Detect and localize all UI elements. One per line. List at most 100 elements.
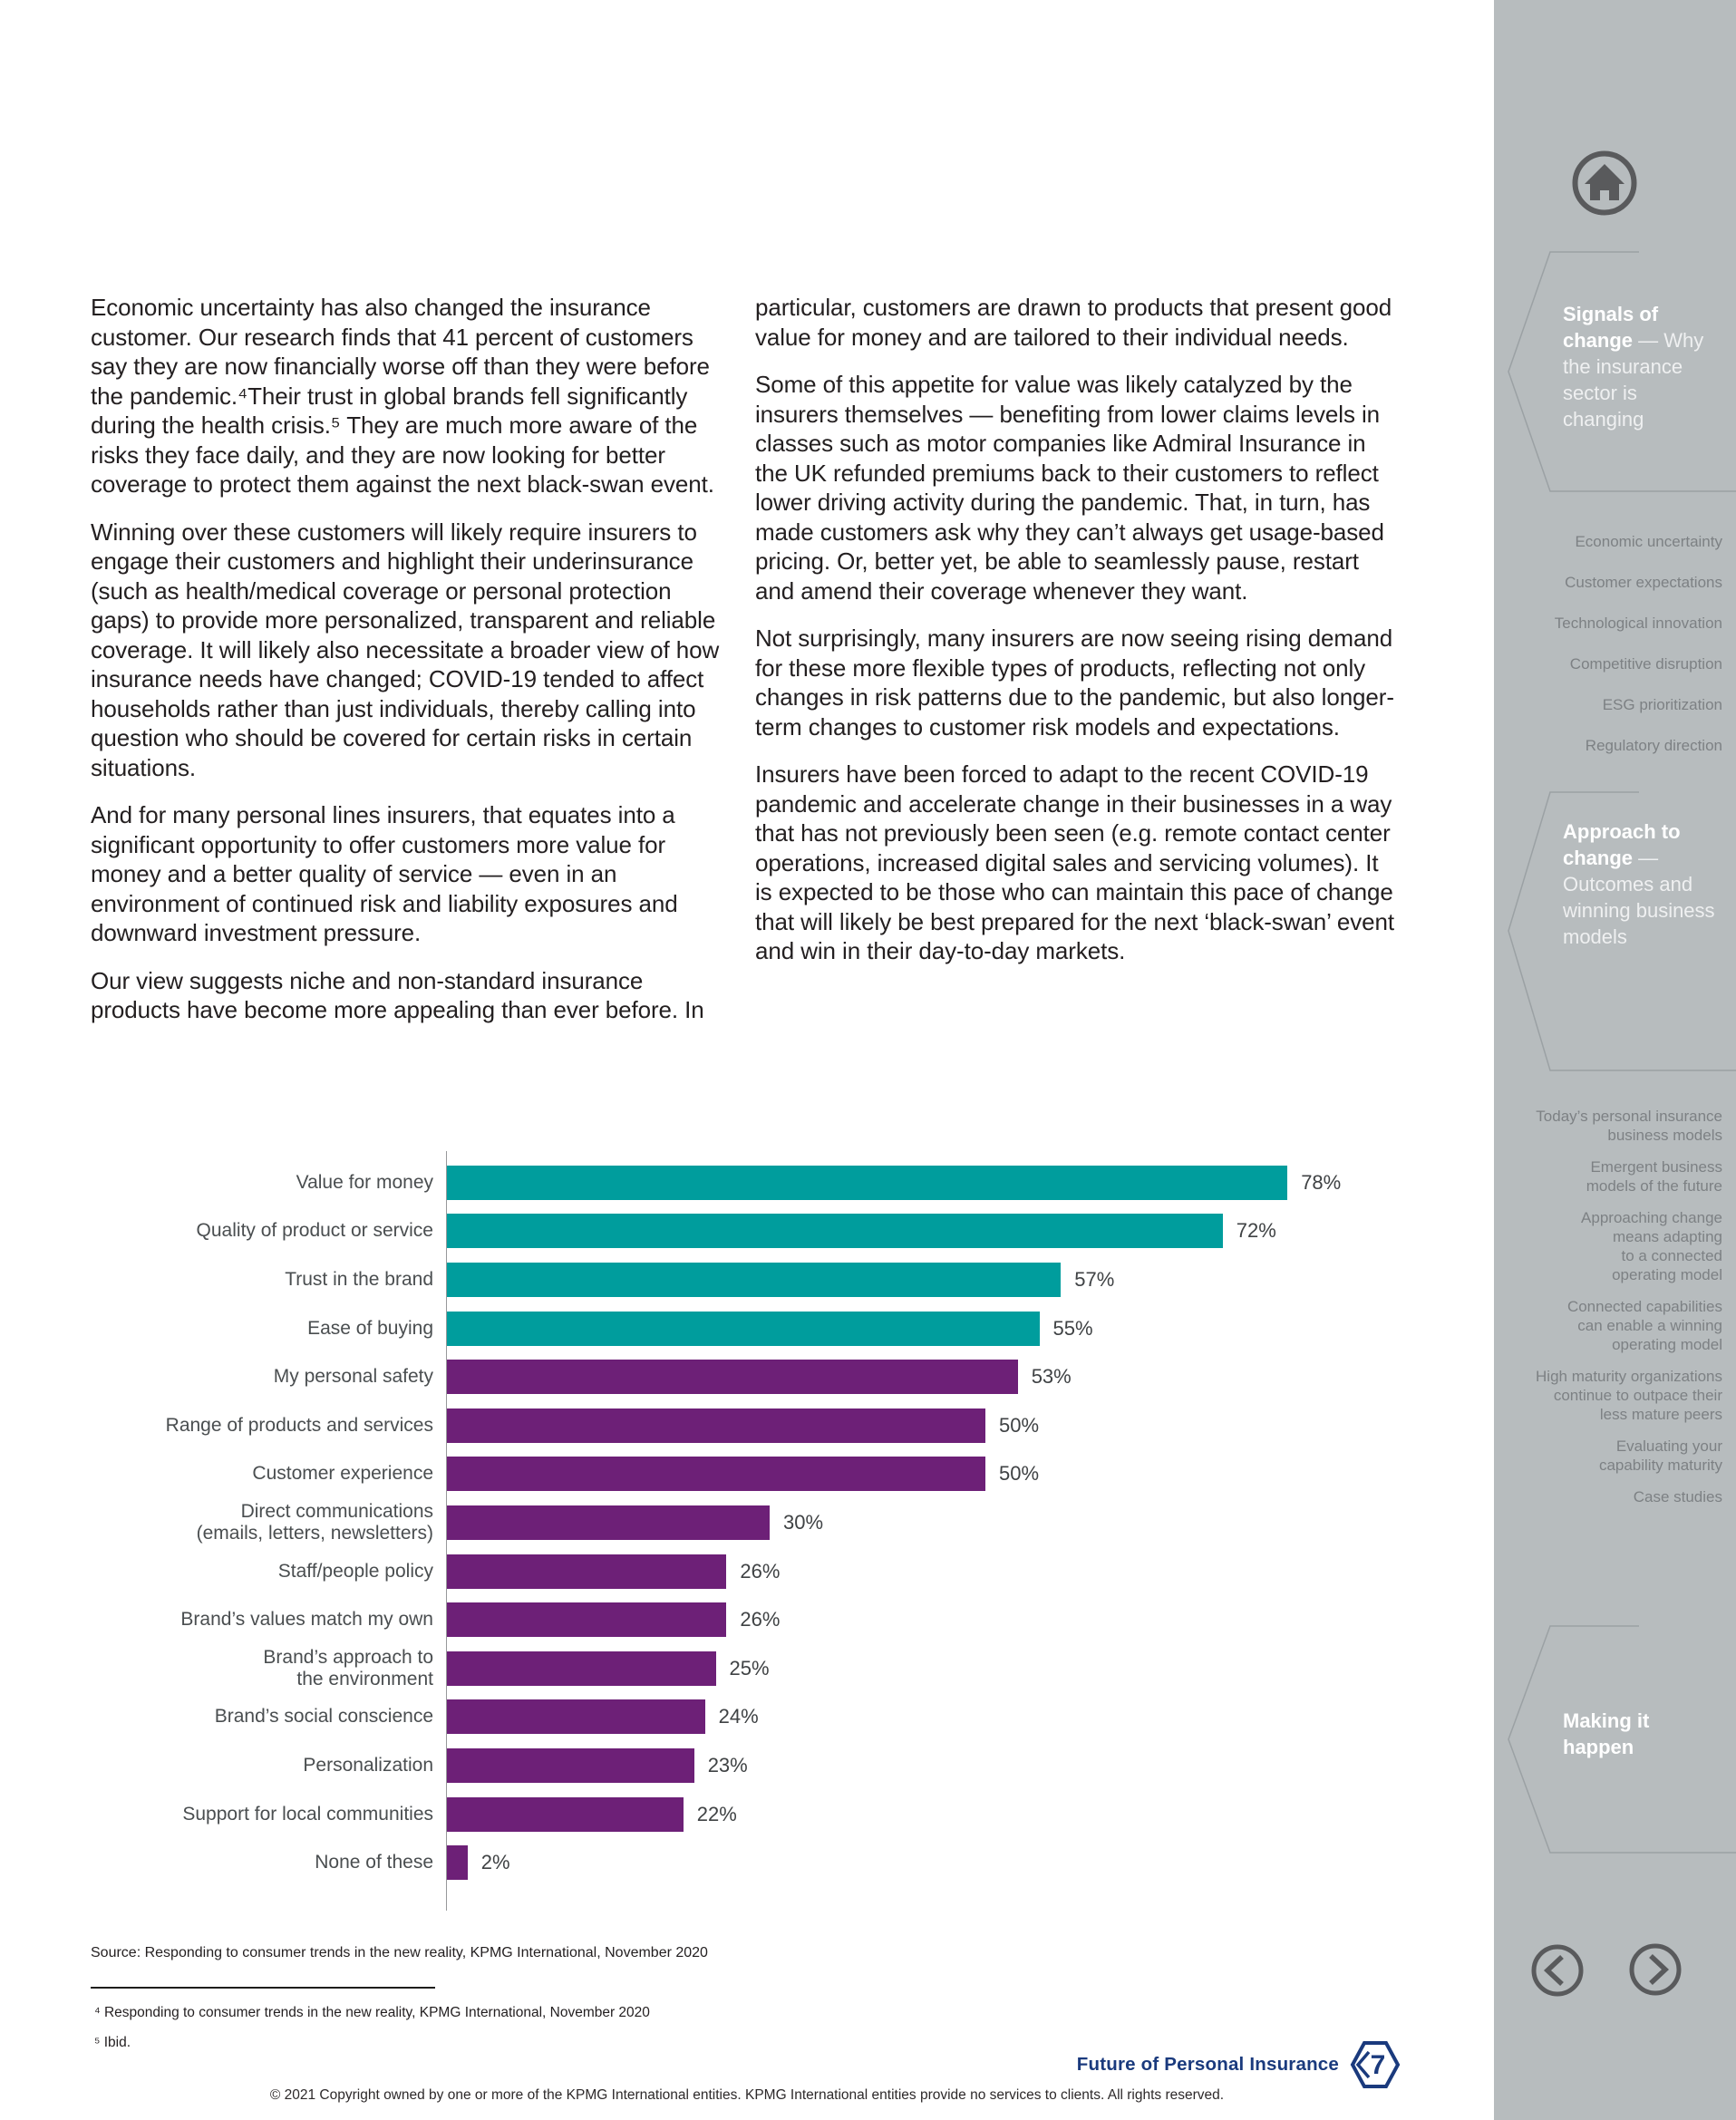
chart-value-label: 30%: [783, 1510, 824, 1534]
chart-value-label: 25%: [729, 1656, 770, 1680]
chart-row: Ease of buying 55%: [91, 1304, 1450, 1353]
chart-category-label: Personalization: [303, 1754, 433, 1776]
chart-value-label: 22%: [696, 1802, 737, 1825]
chart-category-label: Value for money: [296, 1171, 433, 1193]
chart-axis-line: [446, 1151, 447, 1911]
body-paragraph: Some of this appetite for value was like…: [755, 371, 1384, 605]
chart-category-label: Ease of buying: [307, 1317, 433, 1339]
chart-bar: [446, 1796, 684, 1832]
chart-value-label: 78%: [1301, 1170, 1342, 1194]
footnote: ⁴ Responding to consumer trends in the n…: [94, 2005, 650, 2020]
chart-bar: [446, 1408, 985, 1443]
chevron-left-icon: [1543, 1954, 1564, 1987]
chevron-right-icon: [1649, 1953, 1670, 1986]
section-title-bold: Approach to change: [1563, 820, 1681, 869]
chart-category-label: Customer experience: [252, 1463, 433, 1485]
chart-row: Quality of product or service 72%: [91, 1207, 1450, 1256]
footnotes: ⁴ Responding to consumer trends in the n…: [94, 2005, 650, 2065]
chart-category-label: Direct communications (emails, letters, …: [196, 1500, 433, 1544]
section-title-rest: — Outcomes and winning business models: [1563, 847, 1715, 948]
body-column-right: particular, customers are drawn to produ…: [755, 293, 1401, 984]
body-column-left: Economic uncertainty has also changed th…: [91, 293, 736, 1043]
chart-bar: [446, 1214, 1223, 1249]
section-title-bold: Making it happen: [1563, 1709, 1650, 1758]
chart-value-label: 57%: [1074, 1267, 1115, 1291]
chart-value-label: 72%: [1236, 1219, 1276, 1243]
sidebar-link[interactable]: Technological innovation: [1554, 615, 1722, 632]
chart-category-label: Quality of product or service: [196, 1220, 433, 1242]
sidebar-link[interactable]: Today’s personal insurance business mode…: [1536, 1108, 1722, 1144]
body-paragraph: Our view suggests niche and non-standard…: [91, 966, 704, 1024]
chart-row: Customer experience 50%: [91, 1450, 1450, 1499]
hexagon-outline-signals: [1508, 251, 1736, 492]
body-paragraph: particular, customers are drawn to produ…: [755, 294, 1392, 351]
sidebar-link[interactable]: Case studies: [1633, 1488, 1722, 1505]
chart-row: Trust in the brand 57%: [91, 1255, 1450, 1304]
chart-category-label: My personal safety: [273, 1366, 433, 1388]
chart-bar: [446, 1360, 1018, 1395]
chart-value-label: 2%: [480, 1851, 510, 1874]
sidebar-link[interactable]: Customer expectations: [1565, 574, 1722, 591]
home-button[interactable]: [1571, 150, 1638, 217]
chart-value-label: 50%: [999, 1413, 1040, 1437]
chart-row: Brand’s social conscience 24%: [91, 1693, 1450, 1742]
chart-bar: [446, 1165, 1288, 1200]
body-paragraph: And for many personal lines insurers, th…: [91, 801, 678, 946]
chart-bar: [446, 1505, 770, 1540]
sidebar-link[interactable]: Economic uncertainty: [1575, 533, 1722, 550]
sidebar-link[interactable]: Emergent business models of the future: [1586, 1158, 1722, 1195]
chart-bar: [446, 1554, 727, 1589]
sidebar-section-title-signals[interactable]: Signals of change — Why the insurance se…: [1563, 301, 1719, 432]
chart-value-label: 23%: [707, 1753, 748, 1776]
sidebar-link[interactable]: High maturity organizations continue to …: [1536, 1368, 1722, 1423]
chart-value-label: 50%: [999, 1462, 1040, 1486]
copyright-text: © 2021 Copyright owned by one or more of…: [269, 2087, 1225, 2103]
chart-value-label: 24%: [718, 1705, 759, 1728]
hexagon-outline-making: [1508, 1625, 1736, 1854]
chart-category-label: Brand’s social conscience: [214, 1706, 433, 1728]
chart-category-label: Brand’s values match my own: [180, 1609, 433, 1631]
circle-outline-icon: [1531, 1944, 1584, 1997]
chart-value-label: 53%: [1031, 1365, 1072, 1389]
chart-value-label: 55%: [1052, 1316, 1093, 1340]
hexagon-outline-icon: [1350, 2041, 1401, 2088]
page-number-hexagon[interactable]: 7: [1350, 2038, 1401, 2091]
chart-row: Range of products and services 50%: [91, 1401, 1450, 1450]
chart-category-label: Staff/people policy: [277, 1560, 433, 1582]
chart-source: Source: Responding to consumer trends in…: [91, 1945, 708, 1960]
sidebar-nav-group-0: Economic uncertainty Customer expectation…: [1555, 532, 1722, 777]
chart-row: Support for local communities 22%: [91, 1790, 1450, 1839]
section-title-bold: Signals of change: [1563, 303, 1659, 352]
body-paragraph: Insurers have been forced to adapt to th…: [755, 760, 1395, 964]
chart-bar: [446, 1311, 1040, 1346]
sidebar-link[interactable]: Approaching change means adapting to a c…: [1581, 1209, 1722, 1283]
chart-row: None of these 2%: [91, 1838, 1450, 1887]
sidebar-link[interactable]: ESG prioritization: [1602, 696, 1722, 713]
chart-bar: [446, 1602, 727, 1638]
sidebar-section-title-approach[interactable]: Approach to change — Outcomes and winnin…: [1563, 818, 1719, 950]
chart-value-label: 26%: [740, 1608, 781, 1631]
sidebar-link[interactable]: Regulatory direction: [1585, 737, 1722, 754]
chart-category-label: Support for local communities: [182, 1803, 433, 1825]
sidebar-link[interactable]: Competitive disruption: [1569, 655, 1722, 673]
chart-row: Value for money 78%: [91, 1158, 1450, 1207]
chart-category-label: Brand’s approach to the environment: [263, 1646, 433, 1689]
chart-category-label: Trust in the brand: [285, 1268, 433, 1290]
body-paragraph: Economic uncertainty has also changed th…: [91, 294, 714, 498]
hexagon-outline-approach: [1508, 791, 1736, 1071]
page-number: 7: [1371, 2050, 1386, 2080]
next-page-button[interactable]: [1628, 1942, 1683, 1997]
sidebar-link[interactable]: Evaluating your capability maturity: [1598, 1438, 1722, 1474]
chart-bar: [446, 1699, 705, 1735]
chart-row: Brand’s values match my own 26%: [91, 1595, 1450, 1644]
chart-row: Personalization 23%: [91, 1741, 1450, 1790]
home-icon: [1585, 164, 1624, 200]
sidebar-section-title-making[interactable]: Making it happen: [1563, 1708, 1690, 1760]
sidebar-link[interactable]: Connected capabilities can enable a winn…: [1566, 1298, 1722, 1353]
report-title: Future of Personal Insurance: [1076, 2054, 1339, 2075]
chart-category-label: Range of products and services: [165, 1414, 433, 1436]
previous-page-button[interactable]: [1530, 1943, 1585, 1998]
chart-row: My personal safety 53%: [91, 1352, 1450, 1401]
chart-value-label: 26%: [740, 1559, 781, 1583]
